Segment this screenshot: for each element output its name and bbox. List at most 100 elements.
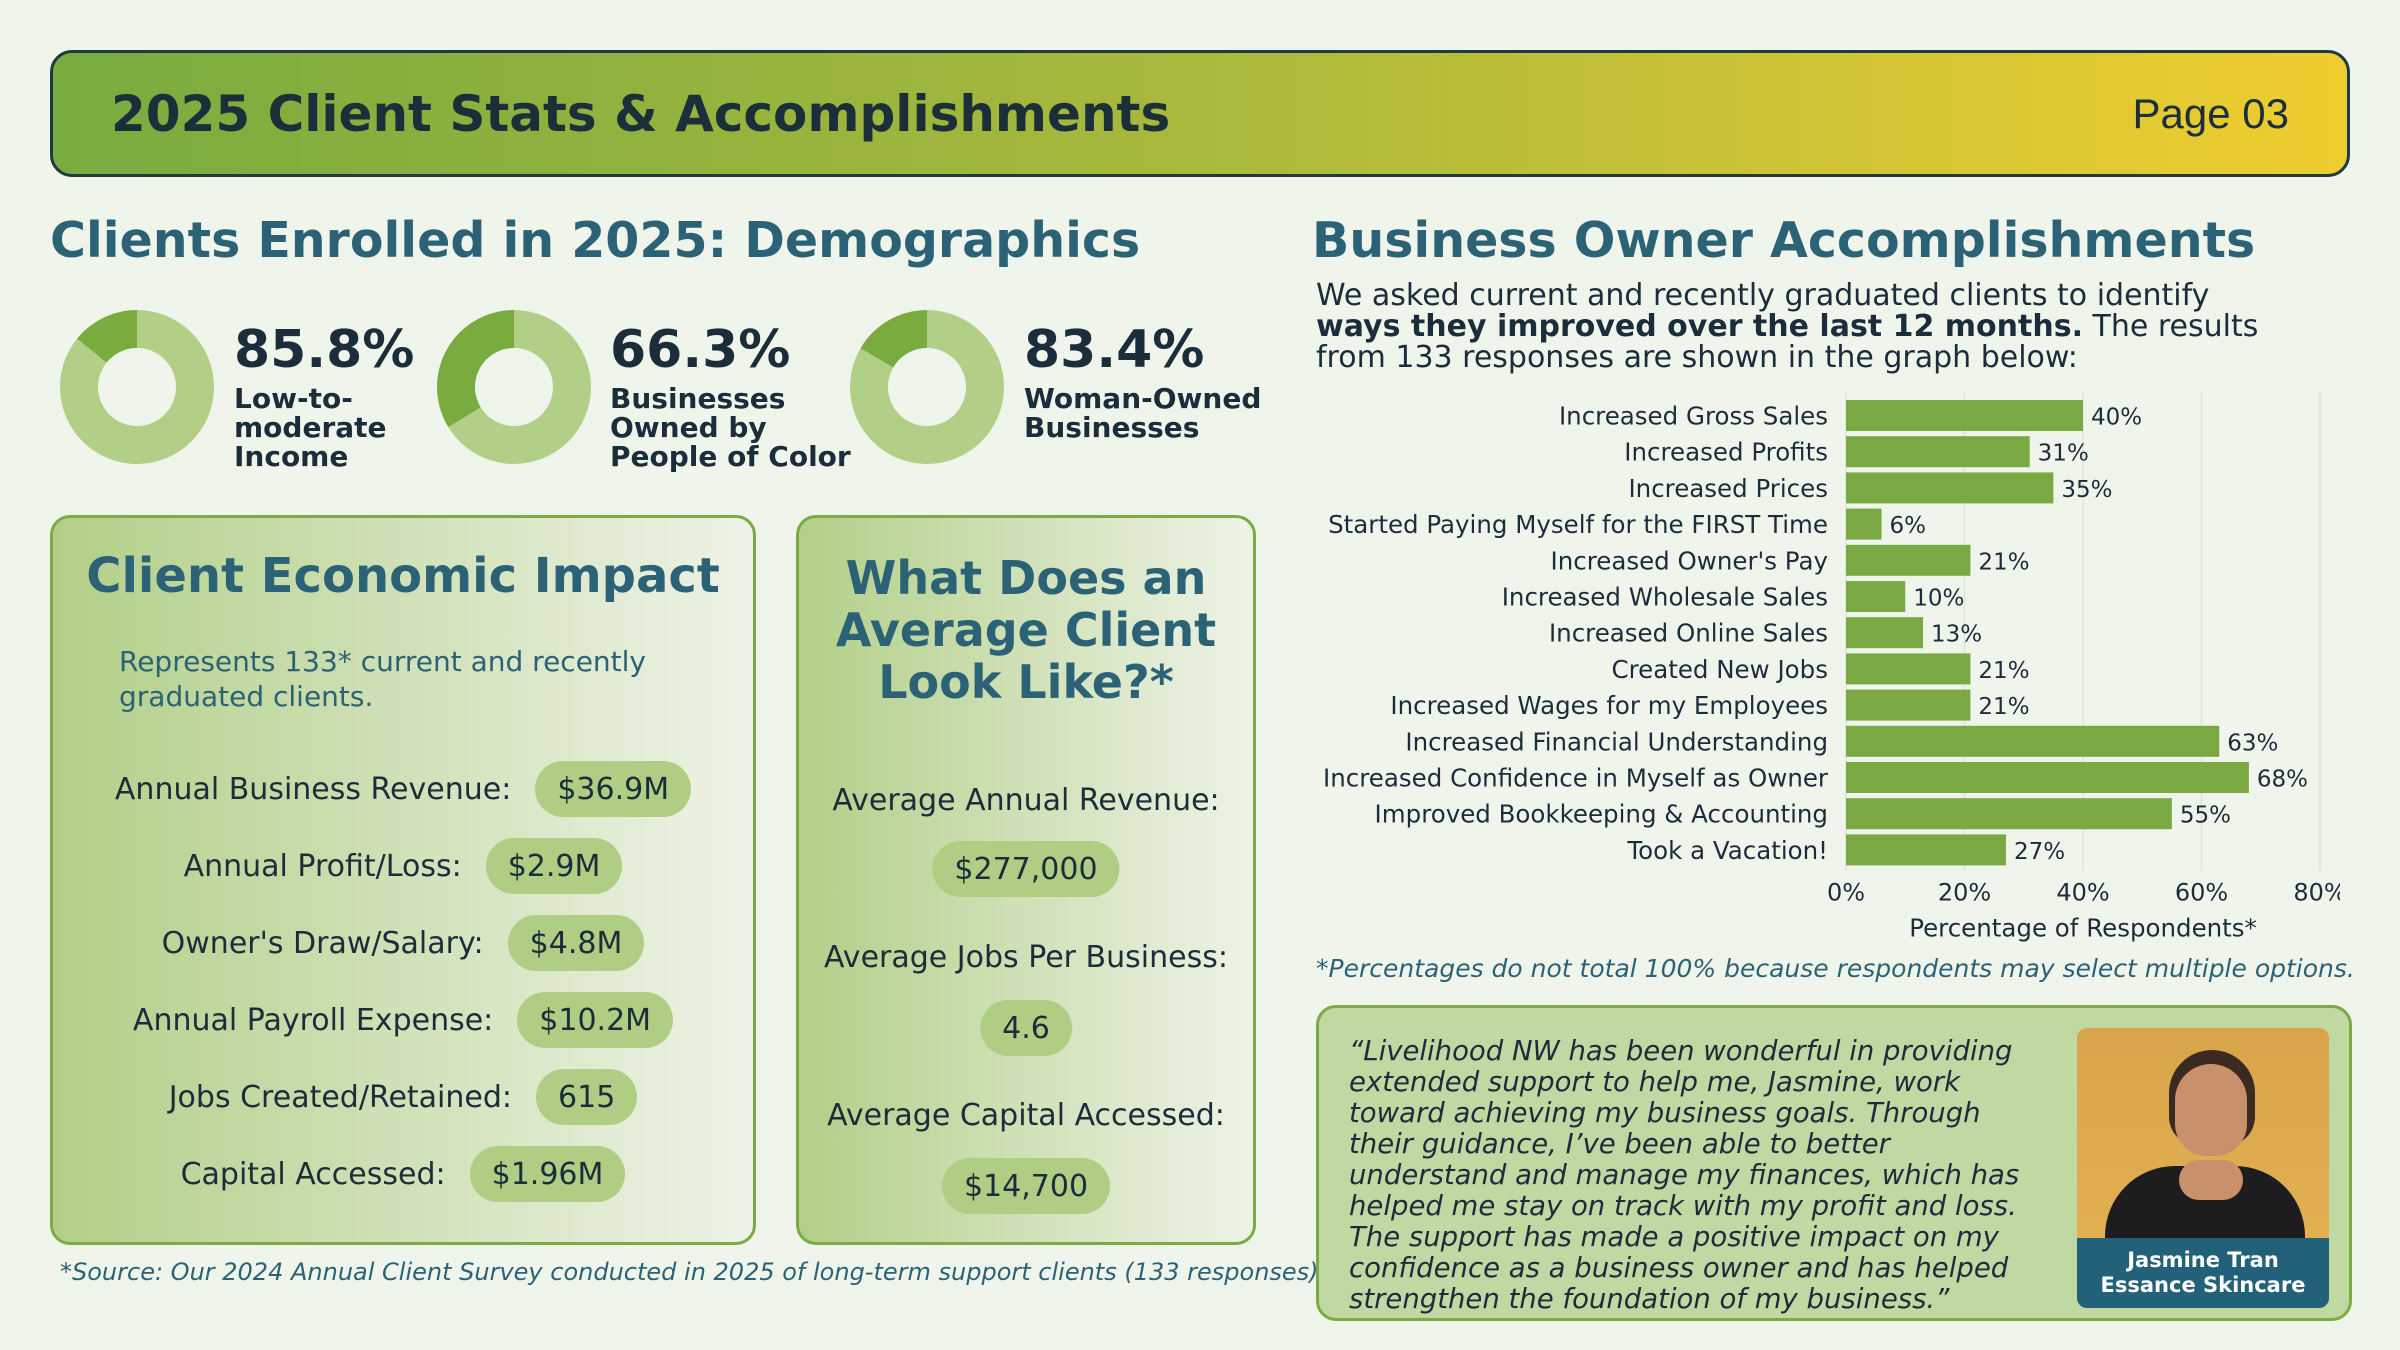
testimonial-quote: “Livelihood NW has been wonderful in pro… [1349,1035,2020,1315]
bar-category-label: Increased Gross Sales [1559,402,1828,431]
testimonial-name: Jasmine Tran [2127,1248,2279,1272]
donut-people-of-color [437,310,591,464]
testimonial-business: Essance Skincare [2100,1273,2306,1297]
source-note: *Source: Our 2024 Annual Client Survey c… [60,1258,1319,1286]
average-title-line: Look Like?* [878,655,1174,709]
chart-bar [1846,400,2083,431]
bar-value-label: 35% [2061,477,2112,503]
bar-value-label: 21% [1978,694,2029,720]
bar-value-label: 21% [1978,658,2029,684]
intro-text-end: The results from 133 responses are shown… [1316,309,2259,375]
bar-value-label: 6% [1890,513,1927,539]
chart-bar [1846,544,1971,576]
avg-jobs-label: Average Jobs Per Business: [824,940,1228,975]
impact-row: Capital Accessed: $1.96M [53,1146,753,1202]
stat-label-low-income: Low-to- moderate Income [234,382,387,473]
average-client-panel: What Does an Average Client Look Like?* … [796,515,1256,1245]
x-tick-label: 40% [2056,879,2109,907]
bar-value-label: 63% [2227,730,2278,756]
chart-footnote: *Percentages do not total 100% because r… [1316,954,2355,983]
page-title: 2025 Client Stats & Accomplishments [111,84,1171,143]
x-tick-label: 20% [1938,879,1991,907]
impact-row: Annual Business Revenue: $36.9M [53,761,753,817]
bar-value-label: 10% [1913,586,1964,612]
stat-pct-people-of-color: 66.3% [610,320,791,380]
x-axis-label: Percentage of Respondents* [1909,914,2257,943]
accomplishments-title: Business Owner Accomplishments [1312,212,2256,269]
bar-value-label: 55% [2180,803,2231,829]
economic-impact-panel: Client Economic Impact Represents 133* c… [50,515,756,1245]
photo-face [2175,1064,2247,1156]
impact-row-label: Annual Business Revenue: [114,771,512,807]
stat-label-people-of-color: Businesses Owned by People of Color [610,382,851,473]
stat-pct-low-income: 85.8% [234,320,415,380]
chart-bar [1846,834,2006,866]
donut-woman-owned [850,310,1004,464]
bar-value-label: 31% [2038,441,2089,467]
bar-value-label: 40% [2091,405,2142,431]
x-tick-label: 0% [1827,879,1865,907]
intro-text: We asked current and recently graduated … [1316,278,2210,313]
impact-row-label: Capital Accessed: [180,1156,446,1192]
impact-row-value: $2.9M [485,838,623,894]
photo-heart-hands [2179,1160,2243,1200]
bar-category-label: Created New Jobs [1611,655,1828,684]
avg-jobs-value: 4.6 [980,1000,1072,1056]
impact-row-value: $10.2M [517,992,674,1048]
bar-category-label: Increased Prices [1628,474,1828,503]
economic-impact-subtitle: Represents 133* current and recently gra… [119,645,646,713]
chart-bar [1846,653,1971,685]
bar-category-label: Took a Vacation! [1626,836,1828,865]
chart-bar [1846,762,2249,793]
photo-caption: Jasmine Tran Essance Skincare [2077,1238,2329,1308]
impact-row-value: $4.8M [507,915,645,971]
bar-value-label: 21% [1978,549,2029,575]
testimonial-photo: Jasmine Tran Essance Skincare [2077,1028,2329,1308]
stat-label-woman-owned: Woman-Owned Businesses [1024,382,1262,444]
avg-capital-value: $14,700 [941,1158,1111,1214]
bar-category-label: Increased Confidence in Myself as Owner [1323,764,1829,793]
x-tick-label: 80% [2293,879,2340,907]
bar-category-label: Increased Online Sales [1549,619,1828,648]
impact-row-label: Owner's Draw/Salary: [161,925,484,961]
bar-category-label: Increased Wages for my Employees [1390,691,1828,720]
average-client-title: What Does an Average Client Look Like?* [799,552,1253,708]
chart-bar [1846,436,2030,468]
average-title-line: Average Client [835,603,1217,657]
intro-bold-text: ways they improved over the last 12 mont… [1316,309,2083,344]
impact-row-value: 615 [536,1069,638,1125]
avg-revenue-label: Average Annual Revenue: [832,783,1220,818]
impact-row-label: Annual Profit/Loss: [183,848,462,884]
impact-row: Annual Payroll Expense: $10.2M [53,992,753,1048]
bar-category-label: Increased Owner's Pay [1551,546,1829,575]
chart-bar [1846,725,2220,757]
chart-bar [1846,689,1971,721]
impact-row-value: $36.9M [535,761,692,817]
impact-row: Owner's Draw/Salary: $4.8M [53,915,753,971]
impact-row-value: $1.96M [469,1146,626,1202]
bar-category-label: Increased Financial Understanding [1405,727,1828,756]
chart-bar [1846,798,2172,830]
average-title-line: What Does an [845,551,1207,605]
page-header: 2025 Client Stats & Accomplishments Page… [50,50,2350,177]
impact-row-label: Jobs Created/Retained: [168,1079,513,1115]
impact-row: Jobs Created/Retained: 615 [53,1069,753,1125]
chart-bar [1846,472,2054,504]
x-tick-label: 60% [2175,879,2228,907]
donut-low-income [60,310,214,464]
accomplishments-intro: We asked current and recently graduated … [1316,280,2296,373]
bar-category-label: Increased Profits [1624,438,1828,467]
stat-pct-woman-owned: 83.4% [1024,320,1205,380]
bar-category-label: Improved Bookkeeping & Accounting [1375,800,1828,829]
avg-revenue-value: $277,000 [932,841,1120,897]
chart-bar [1846,508,1882,540]
page-number: Page 03 [2132,89,2289,137]
chart-bar [1846,617,1924,649]
bar-category-label: Started Paying Myself for the FIRST Time [1328,510,1828,539]
bar-value-label: 27% [2014,839,2065,865]
accomplishments-bar-chart: 0% 20% 40% 60% 80% Increased Gross Sales 40% In… [1323,392,2340,943]
economic-impact-title: Client Economic Impact [86,548,720,604]
impact-row: Annual Profit/Loss: $2.9M [53,838,753,894]
bar-value-label: 68% [2257,767,2308,793]
demographics-title: Clients Enrolled in 2025: Demographics [50,212,1141,269]
